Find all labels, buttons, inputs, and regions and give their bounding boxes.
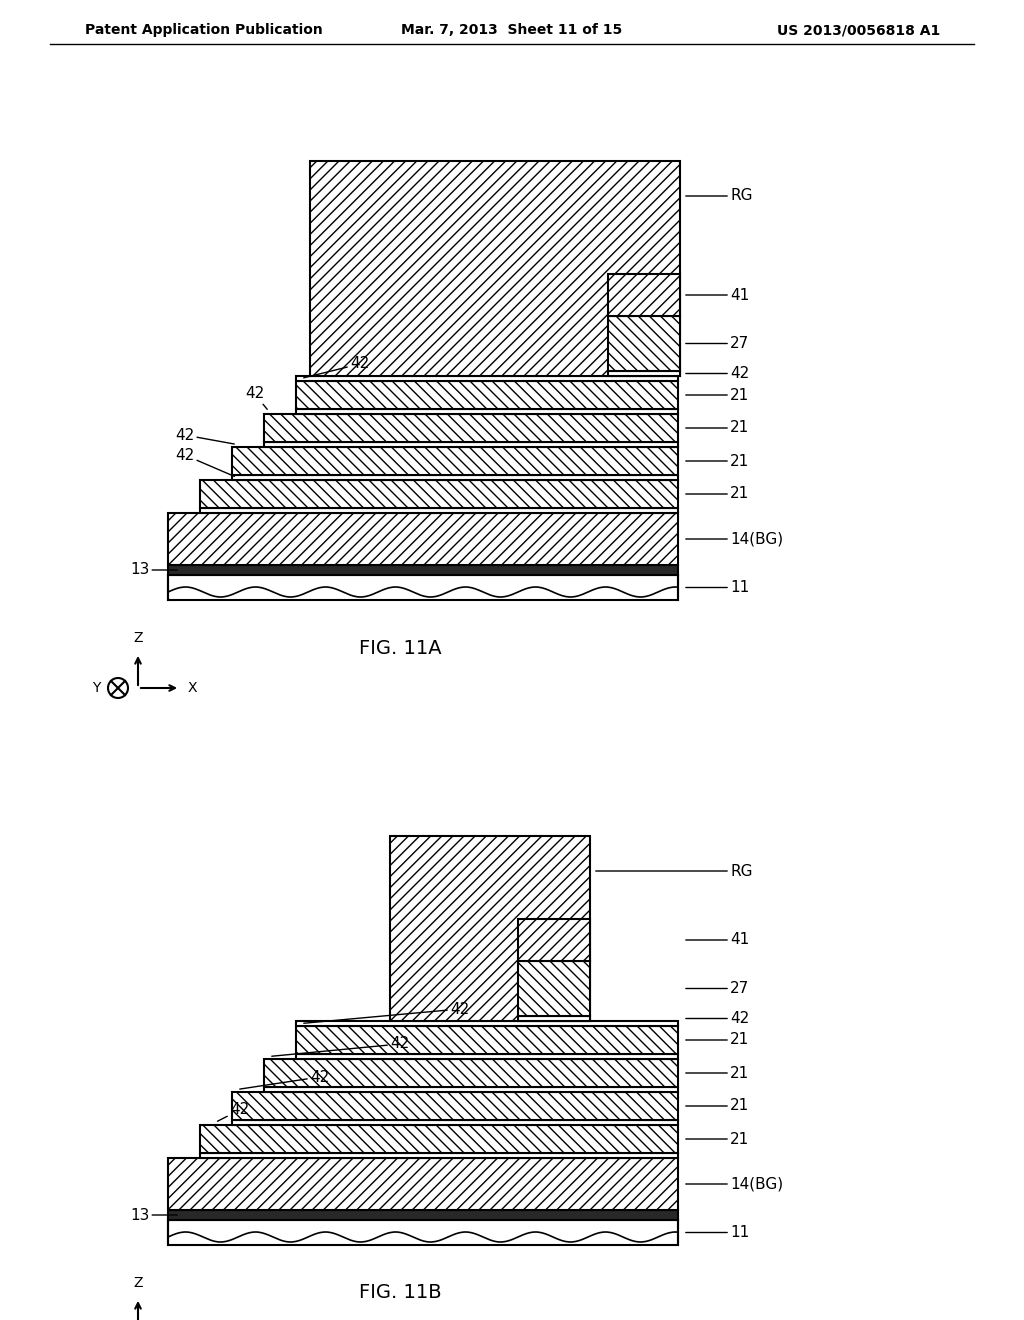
Bar	[232, 1119, 678, 1125]
Text: RG: RG	[686, 189, 753, 203]
Text: 13: 13	[130, 562, 177, 578]
Bar	[310, 161, 680, 376]
Text: 42: 42	[245, 387, 267, 409]
Text: 42: 42	[304, 1002, 469, 1023]
Text: X: X	[188, 681, 198, 696]
Text: 41: 41	[686, 288, 750, 302]
Text: 14(BG): 14(BG)	[686, 532, 783, 546]
Text: 11: 11	[686, 579, 750, 595]
Bar	[200, 508, 678, 513]
Bar	[518, 961, 590, 1016]
Bar	[232, 475, 678, 480]
Text: 27: 27	[686, 337, 750, 351]
Bar	[296, 1026, 678, 1053]
Bar	[296, 1020, 678, 1026]
Text: 42: 42	[686, 366, 750, 381]
Circle shape	[108, 678, 128, 698]
Bar	[518, 1016, 590, 1020]
Text: Z: Z	[133, 1276, 142, 1290]
Text: 21: 21	[686, 388, 750, 403]
Text: 14(BG): 14(BG)	[686, 1176, 783, 1192]
Bar	[390, 836, 590, 1020]
Text: 21: 21	[686, 1131, 750, 1147]
Text: FIG. 11A: FIG. 11A	[358, 639, 441, 657]
Bar	[264, 442, 678, 447]
Text: 42: 42	[175, 447, 234, 477]
Text: Patent Application Publication: Patent Application Publication	[85, 22, 323, 37]
Bar	[608, 371, 680, 376]
Bar	[168, 1158, 678, 1210]
Text: 21: 21	[686, 1098, 750, 1114]
Text: Y: Y	[91, 681, 100, 696]
Bar	[296, 1053, 678, 1059]
Bar	[168, 565, 678, 576]
Text: 21: 21	[686, 487, 750, 502]
Text: 21: 21	[686, 421, 750, 436]
Bar	[296, 376, 678, 381]
Text: 41: 41	[686, 932, 750, 948]
Bar	[232, 447, 678, 475]
Bar	[264, 1059, 678, 1086]
Text: RG: RG	[596, 863, 753, 879]
Bar	[232, 1092, 678, 1119]
Bar	[264, 1086, 678, 1092]
Bar	[296, 409, 678, 414]
Text: 42: 42	[304, 356, 370, 378]
Text: 42: 42	[217, 1102, 249, 1121]
Bar	[168, 1210, 678, 1220]
Text: 21: 21	[686, 1032, 750, 1048]
Text: 42: 42	[240, 1069, 330, 1089]
Bar	[200, 1152, 678, 1158]
Bar	[296, 381, 678, 409]
Bar	[608, 275, 680, 315]
Bar	[200, 480, 678, 508]
Bar	[518, 919, 590, 961]
Text: Mar. 7, 2013  Sheet 11 of 15: Mar. 7, 2013 Sheet 11 of 15	[401, 22, 623, 37]
Text: 42: 42	[686, 1011, 750, 1026]
Text: FIG. 11B: FIG. 11B	[358, 1283, 441, 1303]
Bar	[168, 513, 678, 565]
Text: 21: 21	[686, 454, 750, 469]
Bar	[200, 1125, 678, 1152]
Bar	[264, 414, 678, 442]
Text: 27: 27	[686, 981, 750, 997]
Text: 21: 21	[686, 1065, 750, 1081]
Text: 13: 13	[130, 1208, 177, 1222]
Bar	[168, 1220, 678, 1245]
Text: US 2013/0056818 A1: US 2013/0056818 A1	[777, 22, 940, 37]
Bar	[168, 576, 678, 601]
Text: Z: Z	[133, 631, 142, 645]
Bar	[608, 315, 680, 371]
Text: 42: 42	[271, 1036, 410, 1056]
Text: 42: 42	[175, 428, 234, 444]
Text: 11: 11	[686, 1225, 750, 1239]
